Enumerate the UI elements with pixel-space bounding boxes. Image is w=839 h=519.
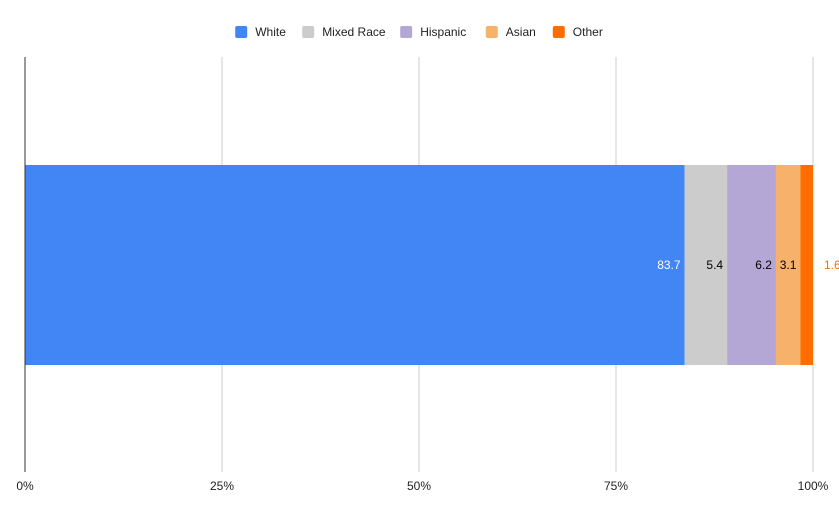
legend-label-white: White (255, 25, 286, 39)
legend-label-asian: Asian (506, 25, 536, 39)
legend: White Mixed Race Hispanic Asian Other (235, 25, 603, 39)
legend-swatch-asian (485, 26, 498, 38)
legend-swatch-other (552, 26, 565, 38)
bar-segment-mixed-race (684, 165, 728, 365)
x-axis-tick-labels: 0% 25% 50% 75% 100% (16, 479, 828, 493)
x-tick-label-25: 25% (210, 479, 234, 493)
legend-item-mixed-race: Mixed Race (302, 25, 386, 39)
legend-item-hispanic: Hispanic (400, 25, 466, 39)
bar-segments (25, 165, 813, 365)
x-tick-label-100: 100% (798, 479, 829, 493)
legend-swatch-mixed-race (302, 26, 315, 38)
data-label-mixed-race: 5.4 (706, 258, 723, 272)
legend-swatch-hispanic (400, 26, 413, 38)
data-label-white: 83.7 (657, 258, 681, 272)
bar-segment-asian (775, 165, 801, 365)
bar-segment-hispanic (727, 165, 776, 365)
x-tick-label-50: 50% (407, 479, 431, 493)
bar-segment-white (25, 165, 685, 365)
legend-label-hispanic: Hispanic (420, 25, 466, 39)
data-labels: 83.7 5.4 6.2 3.1 1.6 (657, 258, 839, 272)
legend-label-mixed-race: Mixed Race (322, 25, 386, 39)
legend-label-other: Other (573, 25, 603, 39)
x-tick-label-75: 75% (604, 479, 628, 493)
x-tick-label-0: 0% (16, 479, 34, 493)
bar-segment-other (800, 165, 813, 365)
legend-item-asian: Asian (485, 25, 536, 39)
data-label-asian: 3.1 (780, 258, 797, 272)
legend-swatch-white (235, 26, 248, 38)
data-label-other: 1.6 (824, 258, 839, 272)
legend-item-white: White (235, 25, 286, 39)
legend-item-other: Other (552, 25, 603, 39)
data-label-hispanic: 6.2 (755, 258, 772, 272)
